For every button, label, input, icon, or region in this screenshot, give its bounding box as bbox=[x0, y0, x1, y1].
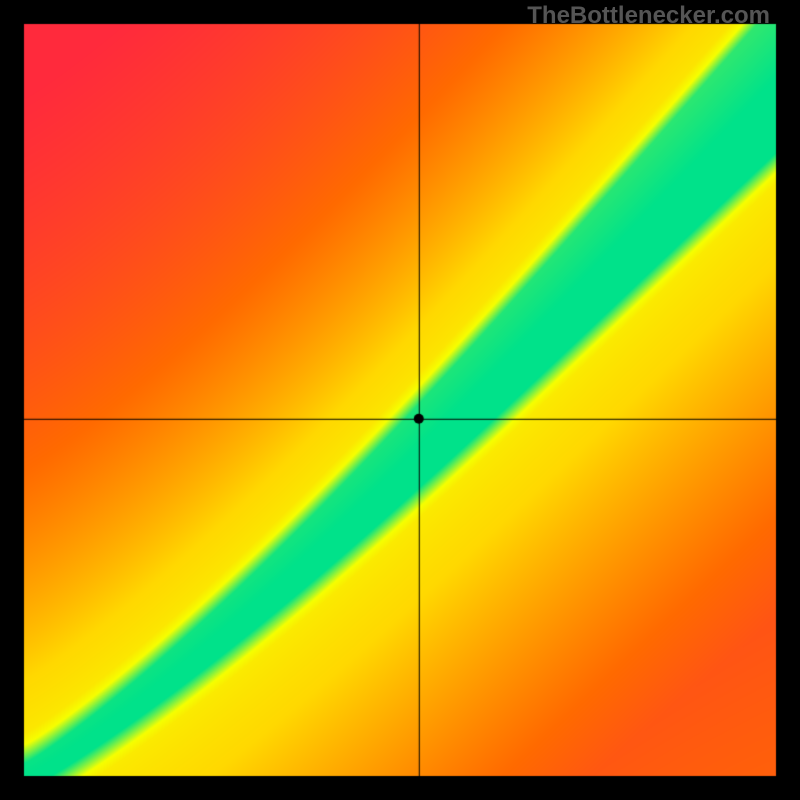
watermark-label: TheBottlenecker.com bbox=[527, 2, 770, 30]
bottleneck-heatmap bbox=[0, 0, 800, 800]
chart-container: TheBottlenecker.com bbox=[0, 0, 800, 800]
